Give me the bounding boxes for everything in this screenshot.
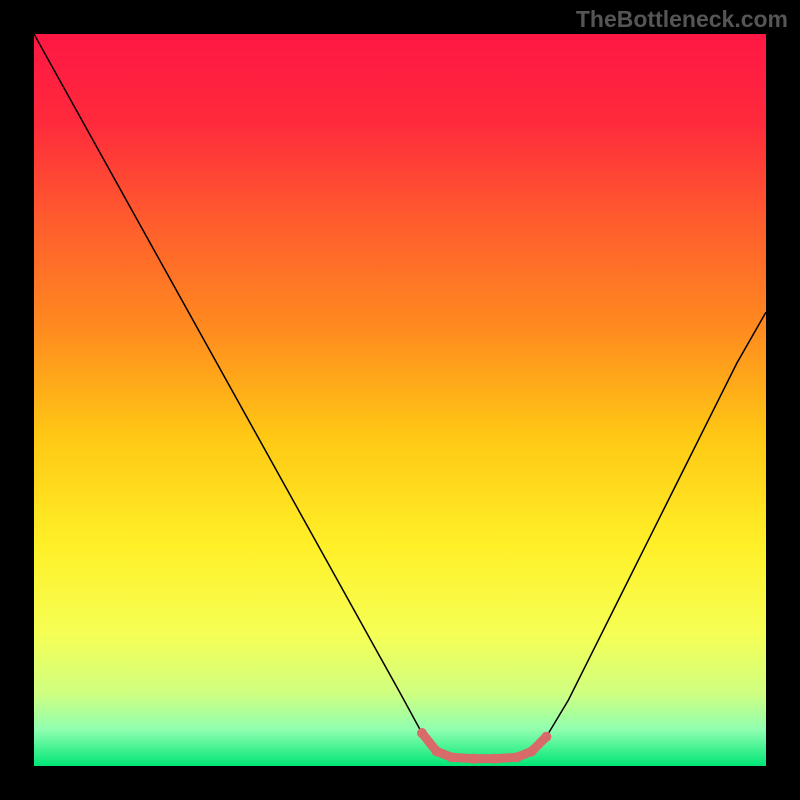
chart-container: TheBottleneck.com [0, 0, 800, 800]
curve-layer [34, 34, 766, 766]
plot-area [34, 34, 766, 766]
optimal-range-highlight [422, 733, 546, 759]
bottleneck-curve [34, 34, 766, 759]
watermark-text: TheBottleneck.com [576, 6, 788, 33]
